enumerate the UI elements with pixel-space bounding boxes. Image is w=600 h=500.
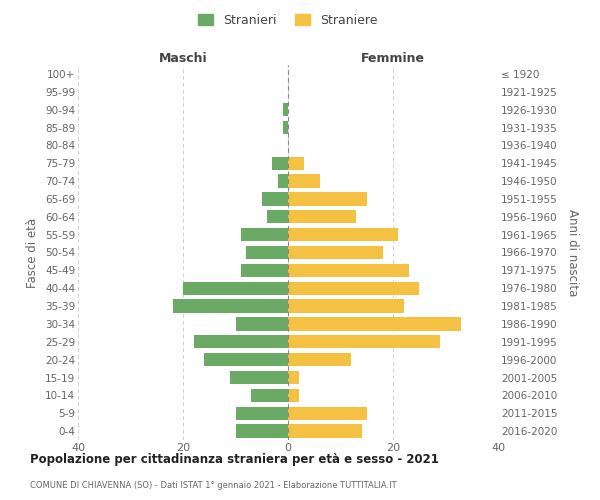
Bar — [230, 371, 288, 384]
Bar — [272, 156, 288, 170]
Bar — [246, 246, 288, 259]
Bar — [288, 300, 404, 313]
Text: COMUNE DI CHIAVENNA (SO) - Dati ISTAT 1° gennaio 2021 - Elaborazione TUTTITALIA.: COMUNE DI CHIAVENNA (SO) - Dati ISTAT 1°… — [30, 480, 397, 490]
Bar — [288, 228, 398, 241]
Bar — [235, 317, 288, 330]
Bar — [288, 264, 409, 277]
Bar — [204, 353, 288, 366]
Text: Femmine: Femmine — [361, 52, 425, 65]
Bar — [288, 388, 299, 402]
Y-axis label: Fasce di età: Fasce di età — [26, 218, 40, 288]
Bar — [288, 282, 419, 295]
Text: Maschi: Maschi — [158, 52, 208, 65]
Bar — [283, 103, 288, 117]
Bar — [288, 174, 320, 188]
Bar — [288, 335, 440, 348]
Bar — [277, 174, 288, 188]
Bar — [251, 388, 288, 402]
Text: Popolazione per cittadinanza straniera per età e sesso - 2021: Popolazione per cittadinanza straniera p… — [30, 452, 439, 466]
Bar — [288, 371, 299, 384]
Bar — [193, 335, 288, 348]
Bar — [288, 424, 361, 438]
Bar — [267, 210, 288, 224]
Bar — [288, 210, 356, 224]
Bar — [173, 300, 288, 313]
Bar — [288, 406, 367, 420]
Bar — [241, 228, 288, 241]
Bar — [288, 192, 367, 205]
Bar — [288, 317, 461, 330]
Bar — [262, 192, 288, 205]
Bar — [288, 353, 351, 366]
Bar — [235, 406, 288, 420]
Bar — [183, 282, 288, 295]
Bar — [288, 246, 383, 259]
Bar — [288, 156, 304, 170]
Bar — [283, 121, 288, 134]
Y-axis label: Anni di nascita: Anni di nascita — [566, 209, 579, 296]
Bar — [241, 264, 288, 277]
Bar — [235, 424, 288, 438]
Legend: Stranieri, Straniere: Stranieri, Straniere — [193, 8, 383, 32]
